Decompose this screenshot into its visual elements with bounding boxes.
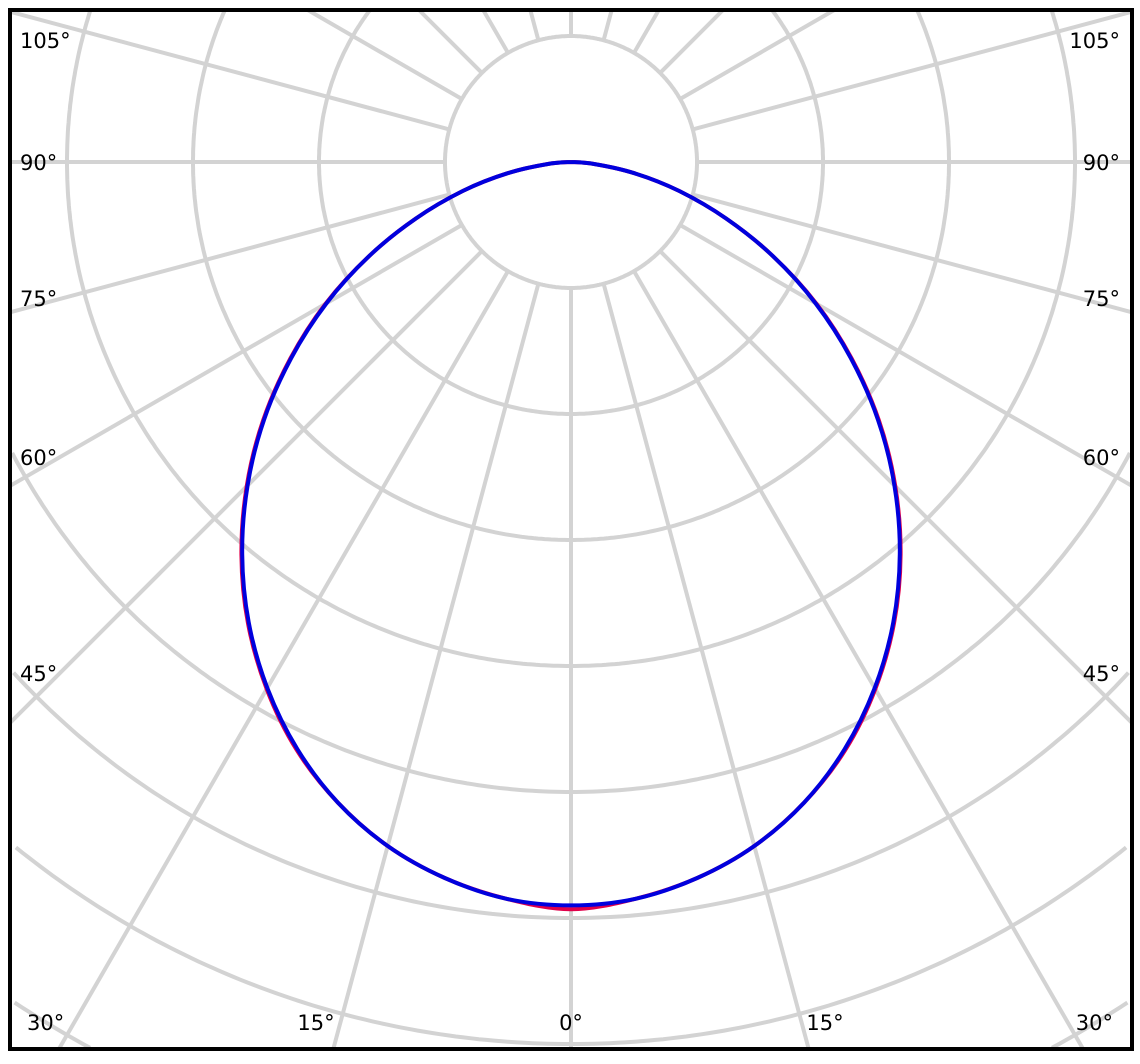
- grid-spoke: [601, 10, 614, 41]
- intensity-curves: [239, 160, 903, 912]
- grid-spoke: [306, 10, 463, 101]
- grid-spoke: [528, 10, 541, 41]
- grid-spoke: [679, 10, 836, 101]
- bottom-label-0: 0°: [559, 1011, 583, 1035]
- polar-grid: [10, 10, 1132, 1049]
- grid-ring: [65, 10, 1077, 668]
- grid-spoke: [601, 283, 811, 1049]
- left-label-105: 105°: [20, 29, 71, 53]
- grid-spoke: [658, 10, 725, 75]
- angle-labels: 105° 90° 75° 60° 45° 30° 15° 0° 15° 105°…: [20, 29, 1120, 1035]
- chart-frame: [8, 8, 1134, 1051]
- grid-spoke: [10, 10, 450, 132]
- bottom-label-15-left: 15°: [297, 1011, 334, 1035]
- bottom-label-15-right: 15°: [806, 1011, 843, 1035]
- left-label-90: 90°: [20, 151, 57, 175]
- grid-ring: [191, 10, 951, 542]
- grid-spoke: [57, 270, 510, 1049]
- grid-spoke: [679, 223, 1132, 488]
- grid-ring: [317, 10, 825, 416]
- right-label-90: 90°: [1083, 151, 1120, 175]
- left-label-60: 60°: [20, 446, 57, 470]
- grid-spoke: [10, 223, 463, 488]
- grid-ring: [1051, 1000, 1129, 1049]
- right-label-45: 45°: [1083, 662, 1120, 686]
- left-label-75: 75°: [20, 287, 57, 311]
- right-label-105: 105°: [1069, 29, 1120, 53]
- grid-spoke: [632, 10, 661, 54]
- grid-spoke: [331, 283, 541, 1049]
- grid-ring: [13, 1000, 91, 1049]
- grid-ring: [1049, 10, 1077, 162]
- left-label-45: 45°: [20, 662, 57, 686]
- right-label-60: 60°: [1083, 446, 1120, 470]
- right-label-30: 30°: [1076, 1011, 1113, 1035]
- grid-spoke: [417, 10, 484, 75]
- right-label-75: 75°: [1083, 287, 1120, 311]
- grid-ring: [770, 10, 825, 162]
- grid-spoke: [10, 192, 450, 315]
- grid-spoke: [632, 270, 1085, 1049]
- grid-ring: [915, 10, 951, 162]
- series-blue-curve: [240, 160, 902, 908]
- left-label-30: 30°: [27, 1011, 64, 1035]
- grid-spoke: [692, 10, 1132, 132]
- grid-spoke: [481, 10, 510, 54]
- grid-spoke: [692, 192, 1132, 315]
